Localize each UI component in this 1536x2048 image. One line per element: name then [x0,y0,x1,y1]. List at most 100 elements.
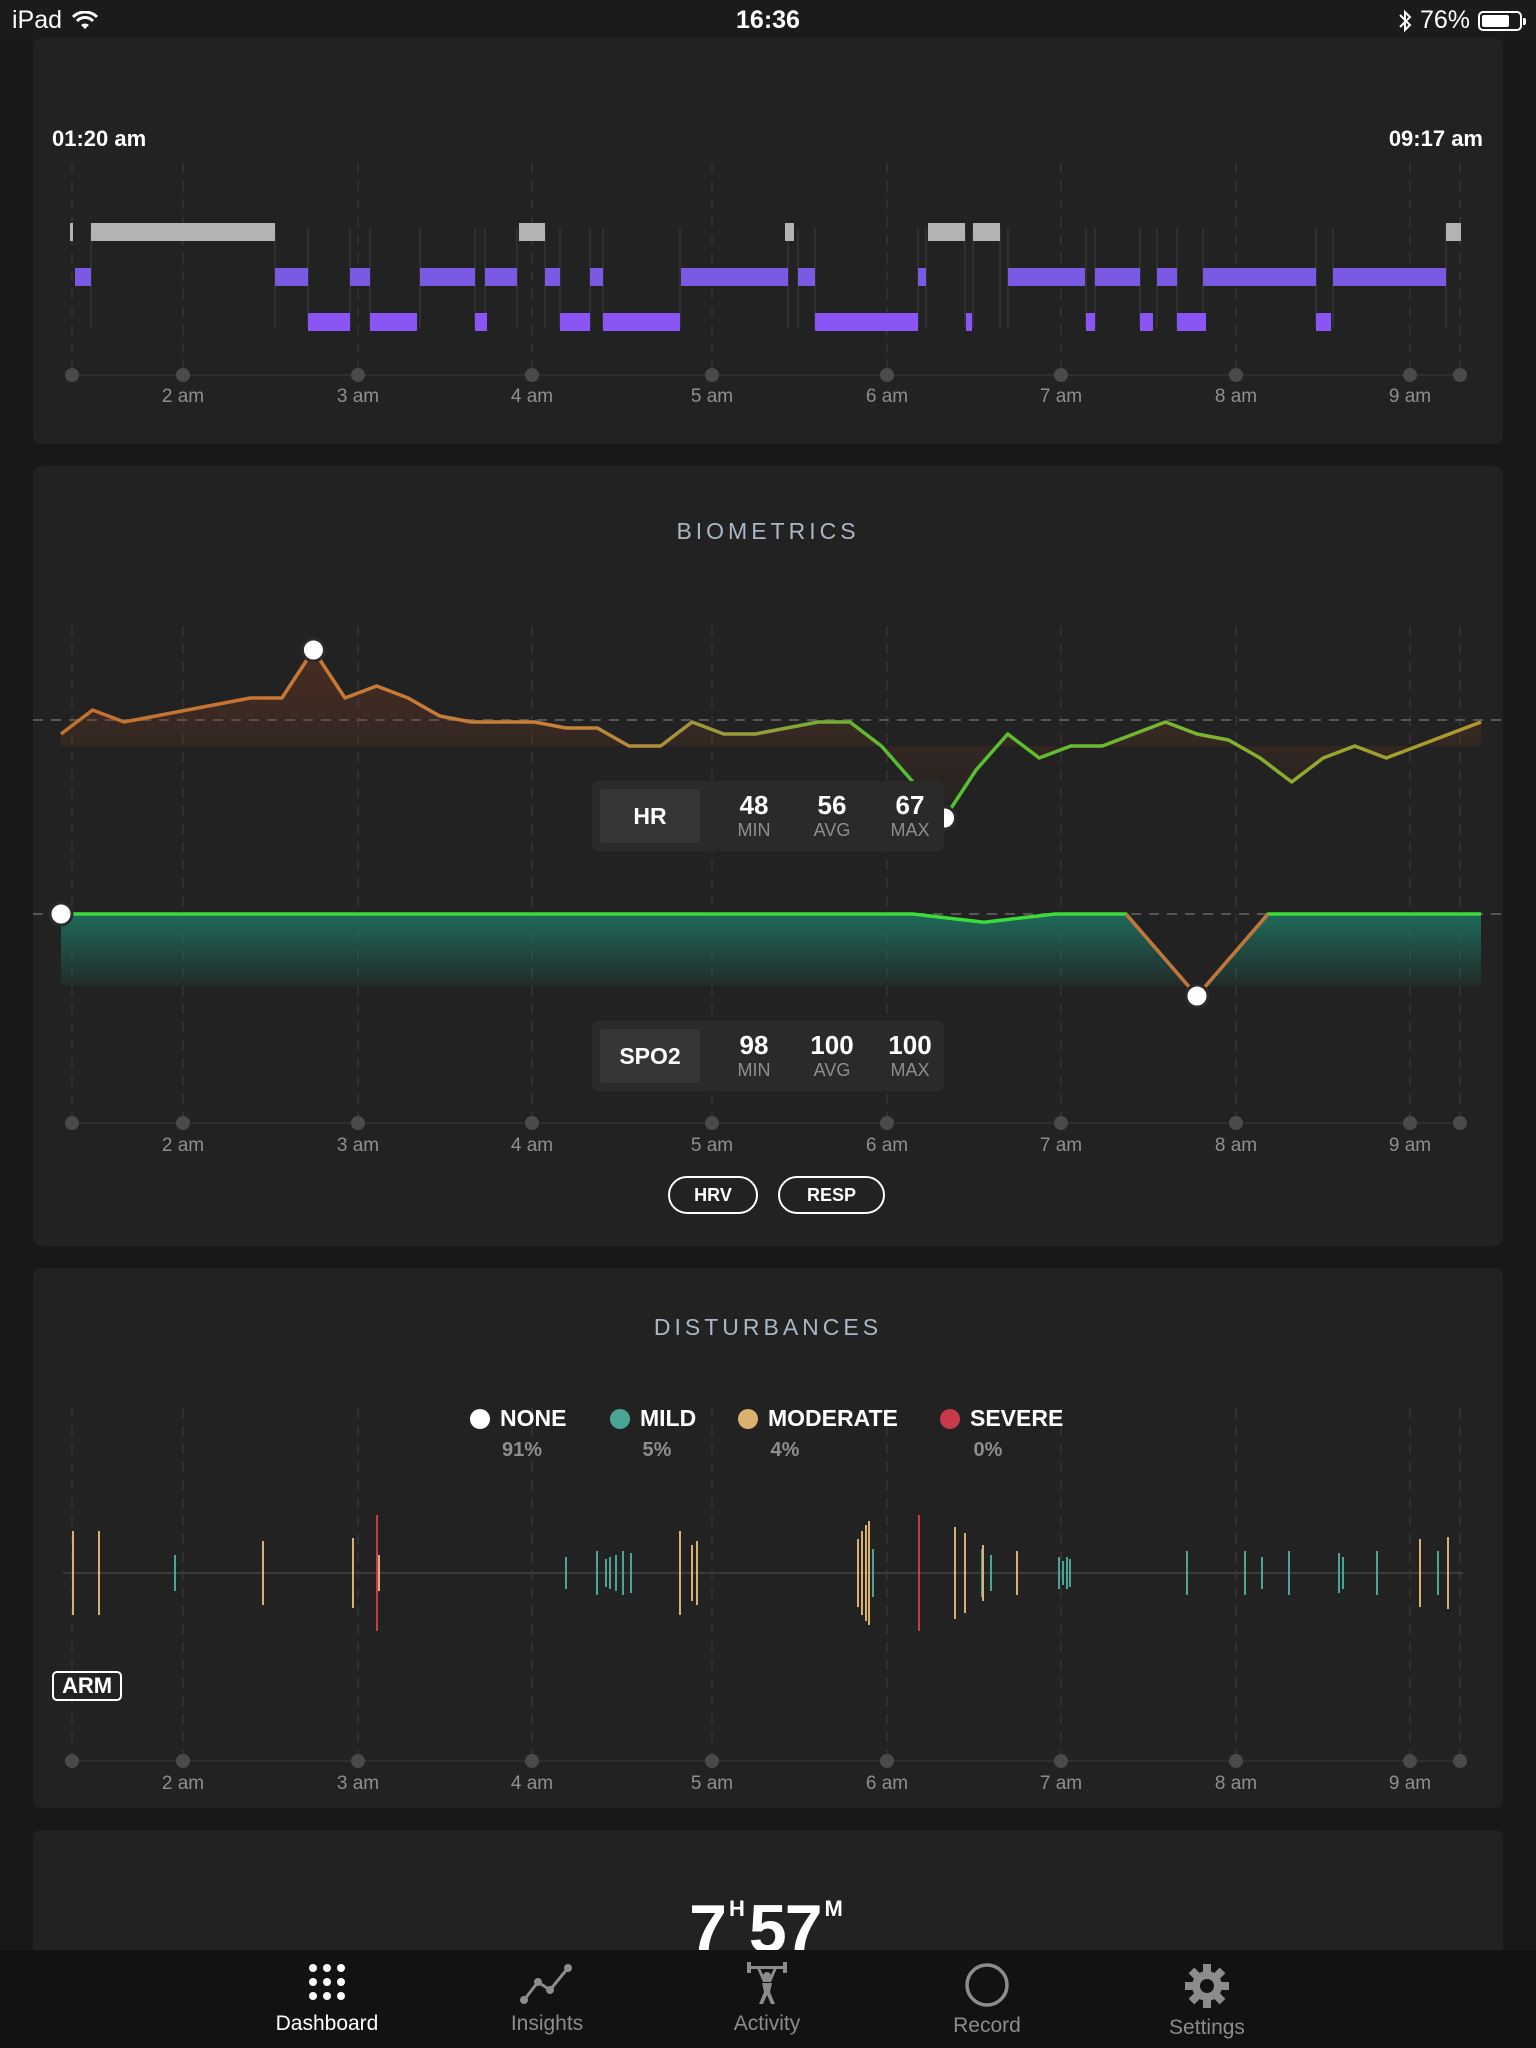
axis-tick-label: 6 am [866,386,908,407]
duration-minutes-unit: M [824,1896,843,1921]
axis-dot [705,368,719,382]
legend-dot [610,1408,630,1429]
axis-dot [1453,1116,1467,1130]
legend-item-none: NONE [470,1405,566,1432]
dots-grid-icon [309,1964,345,2000]
stage-deep-segment [560,313,590,331]
stage-light-segment [350,268,370,286]
legend-percent-severe: 0% [973,1439,1003,1461]
hr-line [59,648,1482,820]
stage-awake-segment [519,223,545,241]
stage-light-segment [798,268,815,286]
stage-light-segment [1333,268,1446,286]
axis-dot [525,1754,539,1768]
axis-tick-label: 5 am [691,1773,733,1794]
axis-tick-label: 9 am [1389,1773,1431,1794]
legend-item-mild: MILD [610,1405,696,1432]
axis-dot [351,1116,365,1130]
hr-avg-label: AVG [813,820,851,840]
stage-light-segment [590,268,603,286]
tab-label: Activity [733,2012,801,2035]
axis-tick-label: 6 am [866,1135,908,1156]
sleep-start-time: 01:20 am [52,126,147,151]
tab-label: Insights [510,2012,584,2035]
axis-tick-label: 8 am [1215,1135,1257,1156]
line-chart-icon [520,1964,572,2004]
tab-activity[interactable]: Activity [677,1950,857,2048]
stage-awake-segment [785,223,794,241]
wifi-icon [72,10,99,29]
axis-dot [1054,1116,1068,1130]
axis-dot [65,368,79,382]
axis-dot [351,1754,365,1768]
axis-tick-label: 9 am [1389,1135,1431,1156]
axis-tick-label: 3 am [337,386,379,407]
stage-awake-segment [973,223,1000,241]
hr-stats: HR 48 MIN 56 AVG 67 MAX [592,781,944,851]
spo2-min: 98 [739,1030,769,1060]
axis-dot [176,1116,190,1130]
resp-button[interactable]: RESP [778,1176,885,1214]
axis-dot [65,1754,79,1768]
stage-deep-segment [1316,313,1331,331]
axis-tick-label: 7 am [1040,1135,1082,1156]
hr-avg: 56 [817,790,847,820]
legend-item-severe: SEVERE [940,1405,1063,1432]
disturbances-title: DISTURBANCES [653,1314,883,1340]
stage-light-segment [681,268,788,286]
tab-dashboard[interactable]: Dashboard [237,1950,417,2048]
biometrics-chart: 2 am 3 am 4 am 5 am 6 am 7 am 8 am 9 am [33,626,1503,1156]
axis-dot [1229,1754,1243,1768]
axis-tick-label: 4 am [511,1773,553,1794]
axis-dot [1054,368,1068,382]
axis-dot [880,368,894,382]
tab-record[interactable]: Record [897,1950,1077,2048]
legend-percent-none: 91% [501,1439,543,1461]
axis-dot [176,368,190,382]
stage-light-segment [1157,268,1177,286]
device-name: iPad [12,6,63,34]
status-time: 16:36 [736,6,800,34]
axis-dot [525,368,539,382]
axis-dot [1054,1754,1068,1768]
tab-label: Record [953,2014,1021,2037]
stage-awake-segment [1446,223,1461,241]
hr-min-label: MIN [737,820,771,840]
biometrics-card: BIOMETRICS 2 am 3 am 4 am 5 am 6 am 7 am 8 am 9… [33,466,1503,1246]
hr-label: HR [600,789,700,843]
hr-max-label: MAX [890,820,930,840]
axis-tick-label: 9 am [1389,386,1431,407]
axis-dot [1453,368,1467,382]
axis-tick-label: 7 am [1040,1773,1082,1794]
axis-tick-label: 8 am [1215,386,1257,407]
axis-tick-label: 2 am [162,1773,204,1794]
stage-deep-segment [475,313,487,331]
axis-dot [65,1116,79,1130]
legend-percent-mild: 5% [642,1439,672,1461]
legend-label: NONE [500,1405,567,1431]
tab-insights[interactable]: Insights [457,1950,637,2048]
axis-dot [705,1116,719,1130]
stage-light-segment [420,268,475,286]
legend-dot [738,1408,758,1429]
stage-light-segment [545,268,560,286]
record-circle-icon [965,1963,1009,2007]
axis-dot [1403,1754,1417,1768]
hrv-button[interactable]: HRV [668,1176,758,1214]
stage-light-segment [1203,268,1316,286]
axis-tick-label: 4 am [511,386,553,407]
spo2-max-label: MAX [890,1060,930,1080]
stage-deep-segment [1177,313,1206,331]
axis-tick-label: 7 am [1040,386,1082,407]
bluetooth-icon [1399,9,1412,32]
tab-bar: Dashboard Insights Activity Record [0,1950,1536,2048]
tab-settings[interactable]: Settings [1117,1950,1297,2048]
spo2-avg-label: AVG [813,1060,851,1080]
spo2-min-marker [1184,983,1210,1009]
axis-dot [351,368,365,382]
legend-dot [940,1408,960,1429]
spo2-max: 100 [888,1030,932,1060]
axis-tick-label: 2 am [162,1135,204,1156]
weightlifter-icon [747,1962,787,2004]
disturbances-card: DISTURBANCES 2 am 3 am 4 am 5 am 6 am 7 am 8 a… [33,1268,1503,1808]
